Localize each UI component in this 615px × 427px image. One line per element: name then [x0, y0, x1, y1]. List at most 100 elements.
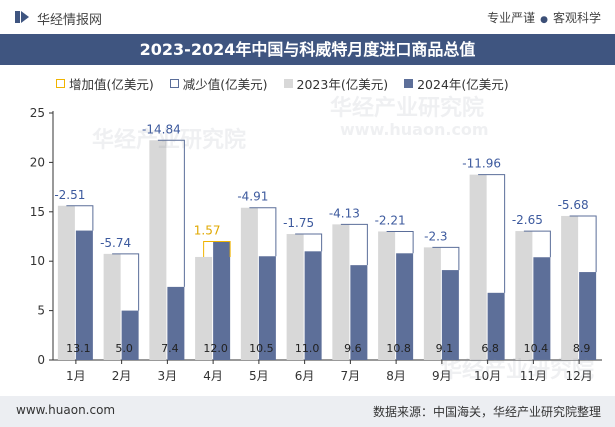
change-data-label: -2.51 [54, 188, 85, 202]
x-tick-label: 9月 [432, 369, 452, 383]
bar-2024 [213, 241, 231, 360]
value-data-label-2024: 10.4 [524, 342, 549, 355]
decrease-bracket [157, 139, 185, 287]
change-data-label: -4.13 [329, 206, 360, 220]
y-tick-label: 5 [37, 304, 45, 318]
x-tick-label: 7月 [341, 369, 361, 383]
slogan-dot-icon: ● [540, 15, 548, 25]
change-data-label: -5.68 [558, 198, 589, 212]
value-data-label-2024: 6.8 [481, 342, 499, 355]
change-data-label: -2.3 [424, 229, 447, 243]
y-tick-label: 10 [30, 254, 45, 268]
bar-2023 [149, 140, 167, 360]
chart-legend: 增加值(亿美元) 减少值(亿美元) 2023年(亿美元) 2024年(亿美元) [56, 74, 525, 92]
legend-item-2023: 2023年(亿美元) [283, 74, 389, 93]
footer-bar: www.huaon.com 数据来源：中国海关，华经产业研究院整理 [0, 396, 615, 427]
value-data-label-2024: 10.5 [249, 342, 274, 355]
legend-item-increase: 增加值(亿美元) [56, 74, 154, 93]
legend-swatch-2023 [283, 78, 293, 88]
legend-label-2023: 2023年(亿美元) [296, 76, 389, 92]
bar-2023 [103, 253, 121, 360]
x-tick-label: 6月 [295, 369, 315, 383]
bar-2023 [378, 231, 396, 360]
decrease-bracket [386, 230, 414, 254]
bar-2023 [332, 224, 350, 360]
change-data-label: -2.65 [512, 213, 543, 227]
change-data-label: -1.75 [283, 216, 314, 230]
value-data-label-2024: 5.0 [115, 342, 133, 355]
decrease-bracket [66, 205, 94, 231]
bar-2024 [533, 257, 551, 360]
legend-label-decrease: 减少值(亿美元) [182, 76, 268, 92]
change-data-label: -4.91 [237, 190, 268, 204]
value-data-label-2024: 9.6 [344, 342, 362, 355]
decrease-bracket [569, 215, 597, 273]
y-tick-label: 20 [30, 155, 45, 169]
value-data-label-2024: 12.0 [203, 342, 228, 355]
value-data-label-2024: 13.1 [66, 342, 91, 355]
slogan-right: 客观科学 [552, 11, 601, 25]
value-data-label-2024: 8.9 [573, 342, 591, 355]
bar-2024 [487, 292, 505, 360]
chart-title: 2023-2024年中国与科威特月度进口商品总值 [139, 40, 476, 59]
x-tick-label: 5月 [249, 369, 269, 383]
decrease-bracket [523, 230, 551, 258]
bar-2023 [57, 205, 75, 360]
bar-2024 [579, 272, 597, 360]
bar-2024 [75, 230, 93, 360]
x-tick-label: 12月 [565, 369, 592, 383]
x-tick-label: 1月 [66, 369, 86, 383]
legend-item-2024: 2024年(亿美元) [404, 74, 509, 93]
brand-logo-icon [15, 11, 29, 23]
increase-bracket [203, 240, 231, 257]
x-tick-label: 10月 [474, 369, 501, 383]
value-data-label-2024: 9.1 [436, 342, 454, 355]
legend-label-increase: 增加值(亿美元) [69, 76, 154, 92]
value-data-label-2024: 10.8 [386, 342, 411, 355]
decrease-bracket [249, 207, 277, 257]
change-data-label: -11.96 [462, 157, 501, 171]
bar-2023 [561, 215, 579, 360]
legend-swatch-increase [56, 78, 65, 88]
y-tick-label: 15 [30, 205, 45, 219]
bar-2023 [423, 247, 441, 360]
slogan-left: 专业严谨 [487, 11, 536, 25]
legend-swatch-2024 [404, 78, 414, 88]
footer-site-link[interactable]: www.huaon.com [16, 403, 116, 417]
decrease-bracket [478, 174, 506, 293]
bar-2024 [121, 310, 139, 360]
y-tick-label: 0 [37, 353, 45, 367]
bar-2023 [195, 256, 213, 360]
decrease-bracket [340, 223, 368, 266]
change-data-label: -14.84 [142, 122, 181, 136]
value-data-label-2024: 11.0 [295, 342, 320, 355]
bar-2023 [469, 174, 487, 360]
x-tick-label: 4月 [203, 369, 223, 383]
y-tick-label: 25 [30, 106, 45, 120]
slogan: 专业严谨 ● 客观科学 [487, 9, 601, 26]
change-data-label: 1.57 [194, 223, 221, 237]
brand-name: 华经情报网 [37, 13, 103, 28]
legend-label-2024: 2024年(亿美元) [417, 76, 509, 92]
x-tick-label: 11月 [520, 369, 547, 383]
value-data-label-2024: 7.4 [161, 342, 179, 355]
top-header: 华经情报网 专业严谨 ● 客观科学 [0, 0, 615, 34]
legend-swatch-decrease [169, 78, 179, 88]
bar-2024 [350, 265, 368, 360]
bar-2023 [286, 234, 304, 360]
bar-chart: 0 5 10 15 20 25 -2.51 13.1 1月 -5.74 5.0 2月 -14.84 7.4… [30, 106, 602, 383]
legend-item-decrease: 减少值(亿美元) [169, 74, 268, 93]
decrease-bracket [432, 246, 460, 271]
title-bar: 2023-2024年中国与科威特月度进口商品总值 [0, 34, 615, 65]
bar-2024 [304, 251, 322, 360]
x-tick-label: 3月 [158, 369, 178, 383]
x-tick-label: 2月 [112, 369, 132, 383]
x-tick-label: 8月 [386, 369, 406, 383]
change-data-label: -2.21 [375, 213, 406, 227]
change-data-label: -5.74 [100, 236, 131, 250]
bar-2024 [441, 270, 459, 360]
decrease-bracket [112, 253, 140, 311]
bar-2024 [258, 256, 276, 360]
bar-2024 [396, 253, 414, 360]
bar-2024 [167, 286, 185, 360]
